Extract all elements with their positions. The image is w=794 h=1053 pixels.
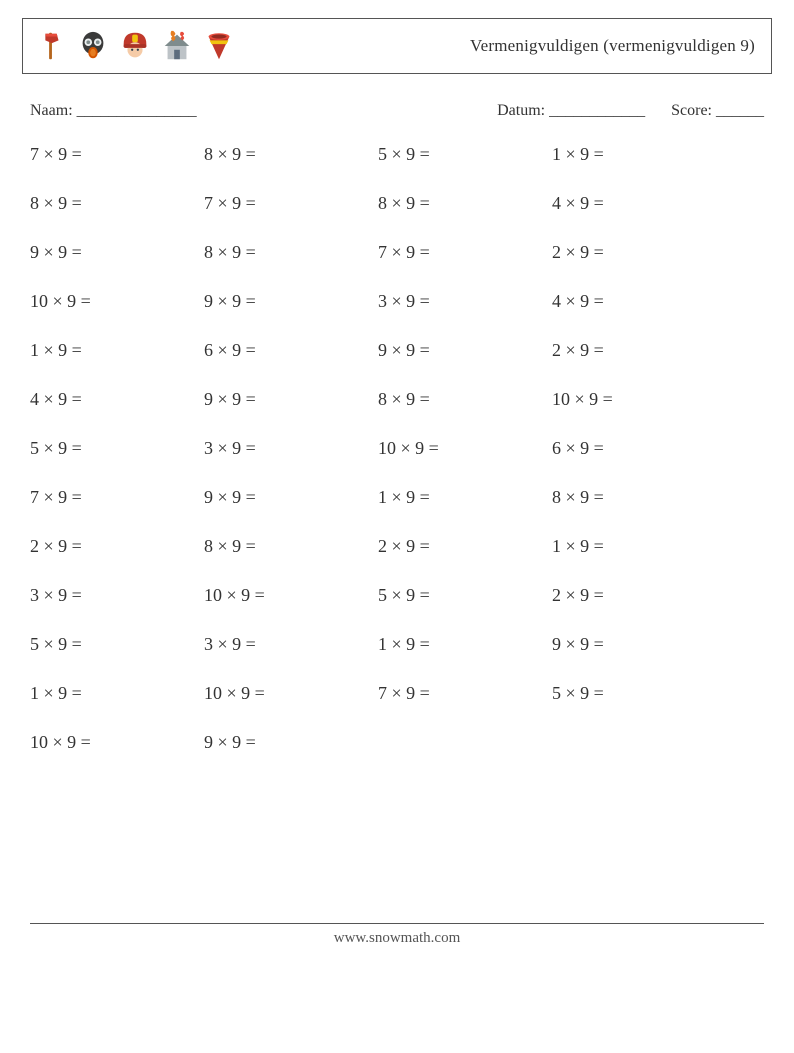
problem-cell: 5 × 9 = (30, 634, 204, 655)
problem-cell: 10 × 9 = (204, 585, 378, 606)
problem-cell: 3 × 9 = (204, 634, 378, 655)
problem-cell: 3 × 9 = (378, 291, 552, 312)
problem-cell: 9 × 9 = (30, 242, 204, 263)
axe-icon (33, 28, 69, 64)
problem-cell: 7 × 9 = (30, 144, 204, 165)
problem-cell: 7 × 9 = (30, 487, 204, 508)
problem-row: 7 × 9 =8 × 9 =5 × 9 =1 × 9 = (30, 144, 764, 165)
problem-cell: 5 × 9 = (30, 438, 204, 459)
problem-cell: 2 × 9 = (378, 536, 552, 557)
problem-cell: 9 × 9 = (204, 389, 378, 410)
problem-cell (378, 732, 552, 753)
problem-cell: 8 × 9 = (552, 487, 726, 508)
problem-row: 5 × 9 =3 × 9 =1 × 9 =9 × 9 = (30, 634, 764, 655)
problem-cell: 10 × 9 = (378, 438, 552, 459)
problem-cell: 2 × 9 = (552, 242, 726, 263)
problem-cell: 1 × 9 = (378, 634, 552, 655)
problem-cell: 7 × 9 = (378, 683, 552, 704)
header-icons (33, 28, 237, 64)
problem-cell: 2 × 9 = (552, 340, 726, 361)
problem-cell: 2 × 9 = (552, 585, 726, 606)
fire-bucket-icon (201, 28, 237, 64)
gas-mask-icon (75, 28, 111, 64)
problem-row: 1 × 9 =10 × 9 =7 × 9 =5 × 9 = (30, 683, 764, 704)
problem-cell: 9 × 9 = (204, 732, 378, 753)
problem-cell: 6 × 9 = (552, 438, 726, 459)
problem-cell: 4 × 9 = (30, 389, 204, 410)
problem-cell: 10 × 9 = (552, 389, 726, 410)
problem-cell: 8 × 9 = (378, 193, 552, 214)
problem-row: 4 × 9 =9 × 9 =8 × 9 =10 × 9 = (30, 389, 764, 410)
problem-row: 10 × 9 =9 × 9 = (30, 732, 764, 753)
problem-cell: 8 × 9 = (204, 144, 378, 165)
problem-cell: 5 × 9 = (552, 683, 726, 704)
problem-cell: 3 × 9 = (30, 585, 204, 606)
problem-cell: 5 × 9 = (378, 585, 552, 606)
problem-cell: 9 × 9 = (204, 291, 378, 312)
problem-cell: 10 × 9 = (204, 683, 378, 704)
problem-cell: 1 × 9 = (30, 683, 204, 704)
problem-cell: 8 × 9 = (30, 193, 204, 214)
problem-row: 5 × 9 =3 × 9 =10 × 9 =6 × 9 = (30, 438, 764, 459)
problems-grid: 7 × 9 =8 × 9 =5 × 9 =1 × 9 =8 × 9 =7 × 9… (22, 144, 772, 753)
problem-cell: 9 × 9 = (378, 340, 552, 361)
problem-cell: 9 × 9 = (204, 487, 378, 508)
worksheet-title: Vermenigvuldigen (vermenigvuldigen 9) (470, 36, 759, 56)
problem-cell: 5 × 9 = (378, 144, 552, 165)
firefighter-icon (117, 28, 153, 64)
problem-cell: 8 × 9 = (204, 242, 378, 263)
problem-cell: 10 × 9 = (30, 732, 204, 753)
problem-cell: 6 × 9 = (204, 340, 378, 361)
problem-cell: 1 × 9 = (378, 487, 552, 508)
footer-url: www.snowmath.com (22, 930, 772, 947)
problem-cell: 1 × 9 = (552, 144, 726, 165)
problem-cell: 7 × 9 = (378, 242, 552, 263)
worksheet-page: Vermenigvuldigen (vermenigvuldigen 9) Na… (0, 0, 794, 959)
name-field: Naam: _______________ (30, 102, 197, 120)
problem-cell: 2 × 9 = (30, 536, 204, 557)
problem-cell: 4 × 9 = (552, 193, 726, 214)
problem-cell: 4 × 9 = (552, 291, 726, 312)
problem-cell: 8 × 9 = (204, 536, 378, 557)
problem-row: 2 × 9 =8 × 9 =2 × 9 =1 × 9 = (30, 536, 764, 557)
problem-row: 9 × 9 =8 × 9 =7 × 9 =2 × 9 = (30, 242, 764, 263)
header-box: Vermenigvuldigen (vermenigvuldigen 9) (22, 18, 772, 74)
problem-cell: 8 × 9 = (378, 389, 552, 410)
meta-right: Datum: ____________ Score: ______ (497, 102, 764, 120)
problem-cell: 7 × 9 = (204, 193, 378, 214)
problem-row: 3 × 9 =10 × 9 =5 × 9 =2 × 9 = (30, 585, 764, 606)
problem-cell: 9 × 9 = (552, 634, 726, 655)
problem-row: 7 × 9 =9 × 9 =1 × 9 =8 × 9 = (30, 487, 764, 508)
footer: www.snowmath.com (22, 923, 772, 947)
problem-cell (552, 732, 726, 753)
problem-row: 1 × 9 =6 × 9 =9 × 9 =2 × 9 = (30, 340, 764, 361)
meta-row: Naam: _______________ Datum: ___________… (22, 102, 772, 120)
score-field: Score: ______ (671, 102, 764, 120)
footer-divider (30, 923, 764, 924)
problem-cell: 10 × 9 = (30, 291, 204, 312)
problem-row: 8 × 9 =7 × 9 =8 × 9 =4 × 9 = (30, 193, 764, 214)
burning-house-icon (159, 28, 195, 64)
problem-row: 10 × 9 =9 × 9 =3 × 9 =4 × 9 = (30, 291, 764, 312)
date-field: Datum: ____________ (497, 102, 645, 120)
problem-cell: 3 × 9 = (204, 438, 378, 459)
problem-cell: 1 × 9 = (552, 536, 726, 557)
problem-cell: 1 × 9 = (30, 340, 204, 361)
